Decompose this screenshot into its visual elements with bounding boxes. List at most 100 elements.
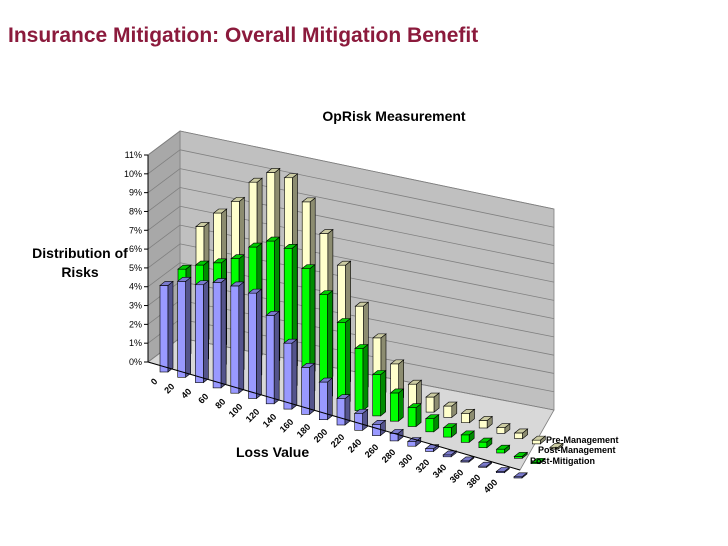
y-tick-label: 8% <box>129 206 142 216</box>
bar-top-2-11 <box>389 359 405 365</box>
bar-front-2-18 <box>514 432 523 439</box>
bar-top-2-3 <box>248 177 263 183</box>
bar-top-2-4 <box>265 168 281 173</box>
bar-top-1-13 <box>407 403 422 408</box>
bar-top-2-2 <box>230 197 246 202</box>
bar-top-2-6 <box>301 197 317 203</box>
bar-top-1-7 <box>301 264 316 269</box>
bar-top-2-5 <box>283 173 299 179</box>
bar-top-1-4 <box>247 242 263 248</box>
bar-front-0-12 <box>372 424 381 436</box>
bar-top-1-20 <box>531 458 546 463</box>
bar-side-2-12 <box>416 379 422 408</box>
bar-top-2-17 <box>496 423 511 428</box>
x-tick-label: 100 <box>227 402 245 420</box>
bar-side-0-8 <box>309 362 315 416</box>
bar-top-1-1 <box>194 260 210 266</box>
x-tick-label: 280 <box>380 447 398 465</box>
bar-top-0-5 <box>247 288 263 294</box>
y-tick-label: 2% <box>129 319 142 329</box>
series-label-2: Pre-Management <box>546 435 619 445</box>
bar-top-1-18 <box>495 444 511 450</box>
bar-front-2-15 <box>461 412 470 424</box>
bar-front-2-14 <box>443 405 453 418</box>
bar-front-0-3 <box>212 282 222 389</box>
bar-top-0-8 <box>300 363 316 368</box>
bar-front-0-15 <box>425 448 434 452</box>
x-tick-label: 380 <box>465 472 483 490</box>
bar-top-0-7 <box>283 338 298 344</box>
bar-side-1-11 <box>380 369 387 417</box>
bar-top-2-20 <box>549 443 564 448</box>
gridline <box>179 130 555 210</box>
y-tick-label: 11% <box>125 150 142 160</box>
bar-top-2-15 <box>460 408 476 414</box>
bar-top-2-1 <box>212 208 228 214</box>
bar-front-1-17 <box>478 441 488 448</box>
bar-front-0-1 <box>177 281 186 378</box>
bar-front-0-6 <box>265 315 275 405</box>
gridline-side <box>147 168 181 193</box>
bar-top-0-19 <box>495 467 511 472</box>
bar-top-0-10 <box>336 394 351 399</box>
bar-side-1-9 <box>344 317 351 406</box>
x-tick-label: 120 <box>244 407 262 425</box>
bar-top-0-9 <box>318 377 334 383</box>
bar-top-2-18 <box>513 428 529 434</box>
bar-top-0-16 <box>442 450 458 456</box>
x-tick-label: 200 <box>312 427 330 445</box>
y-tick-label: 1% <box>129 338 142 348</box>
bar-top-0-1 <box>176 277 192 282</box>
x-tick-label: 160 <box>278 417 296 435</box>
bar-front-1-15 <box>443 427 452 438</box>
y-axis-label: Distribution of Risks <box>32 245 128 280</box>
bar-front-1-9 <box>336 322 346 406</box>
x-tick-label: 180 <box>295 422 313 440</box>
bar-front-0-5 <box>248 292 257 399</box>
y-tick-label: 6% <box>129 244 142 254</box>
x-tick-label: 80 <box>213 397 227 411</box>
bar-front-0-7 <box>283 342 293 410</box>
bar-top-0-4 <box>229 281 245 287</box>
bar-front-0-11 <box>354 413 364 431</box>
bar-top-0-3 <box>212 278 227 283</box>
bar-side-0-1 <box>185 276 191 378</box>
gridline-side <box>147 243 181 269</box>
bar-top-2-12 <box>407 379 423 385</box>
bar-top-1-8 <box>318 290 334 295</box>
y-tick-label: 0% <box>129 357 142 367</box>
bar-top-1-10 <box>354 344 369 349</box>
y-tick-label: 3% <box>129 301 142 311</box>
bar-top-1-19 <box>513 452 529 457</box>
bar-side-0-9 <box>326 377 333 421</box>
x-tick-label: 20 <box>162 381 176 395</box>
bar-side-0-2 <box>203 280 209 384</box>
chart-title: OpRisk Measurement <box>322 108 466 124</box>
bar-side-0-7 <box>291 338 298 410</box>
bar-top-2-16 <box>478 416 494 421</box>
bar-front-2-16 <box>478 420 488 429</box>
y-tick-label: 4% <box>129 282 142 292</box>
bar-top-1-14 <box>424 414 440 419</box>
bar-front-2-17 <box>496 427 506 434</box>
bar-top-2-10 <box>372 333 387 339</box>
bar-top-1-17 <box>478 437 493 443</box>
bar-front-1-18 <box>496 448 505 454</box>
bar-top-1-9 <box>336 318 352 323</box>
bar-top-1-5 <box>265 236 281 242</box>
y-tick-label: 7% <box>129 225 142 235</box>
x-tick-label: 240 <box>346 437 364 455</box>
bar-front-1-11 <box>372 374 382 417</box>
x-tick-label: 40 <box>179 386 193 400</box>
x-tick-label: 0 <box>149 376 160 387</box>
x-tick-label: 220 <box>329 432 347 450</box>
bar-top-0-11 <box>353 409 369 414</box>
bar-front-1-13 <box>407 407 417 427</box>
bar-front-0-4 <box>230 285 240 394</box>
bar-top-2-9 <box>354 301 370 307</box>
bar-top-2-7 <box>319 229 334 234</box>
bar-side-1-12 <box>398 388 404 422</box>
gridline-side <box>147 149 181 175</box>
gridline <box>179 168 555 246</box>
